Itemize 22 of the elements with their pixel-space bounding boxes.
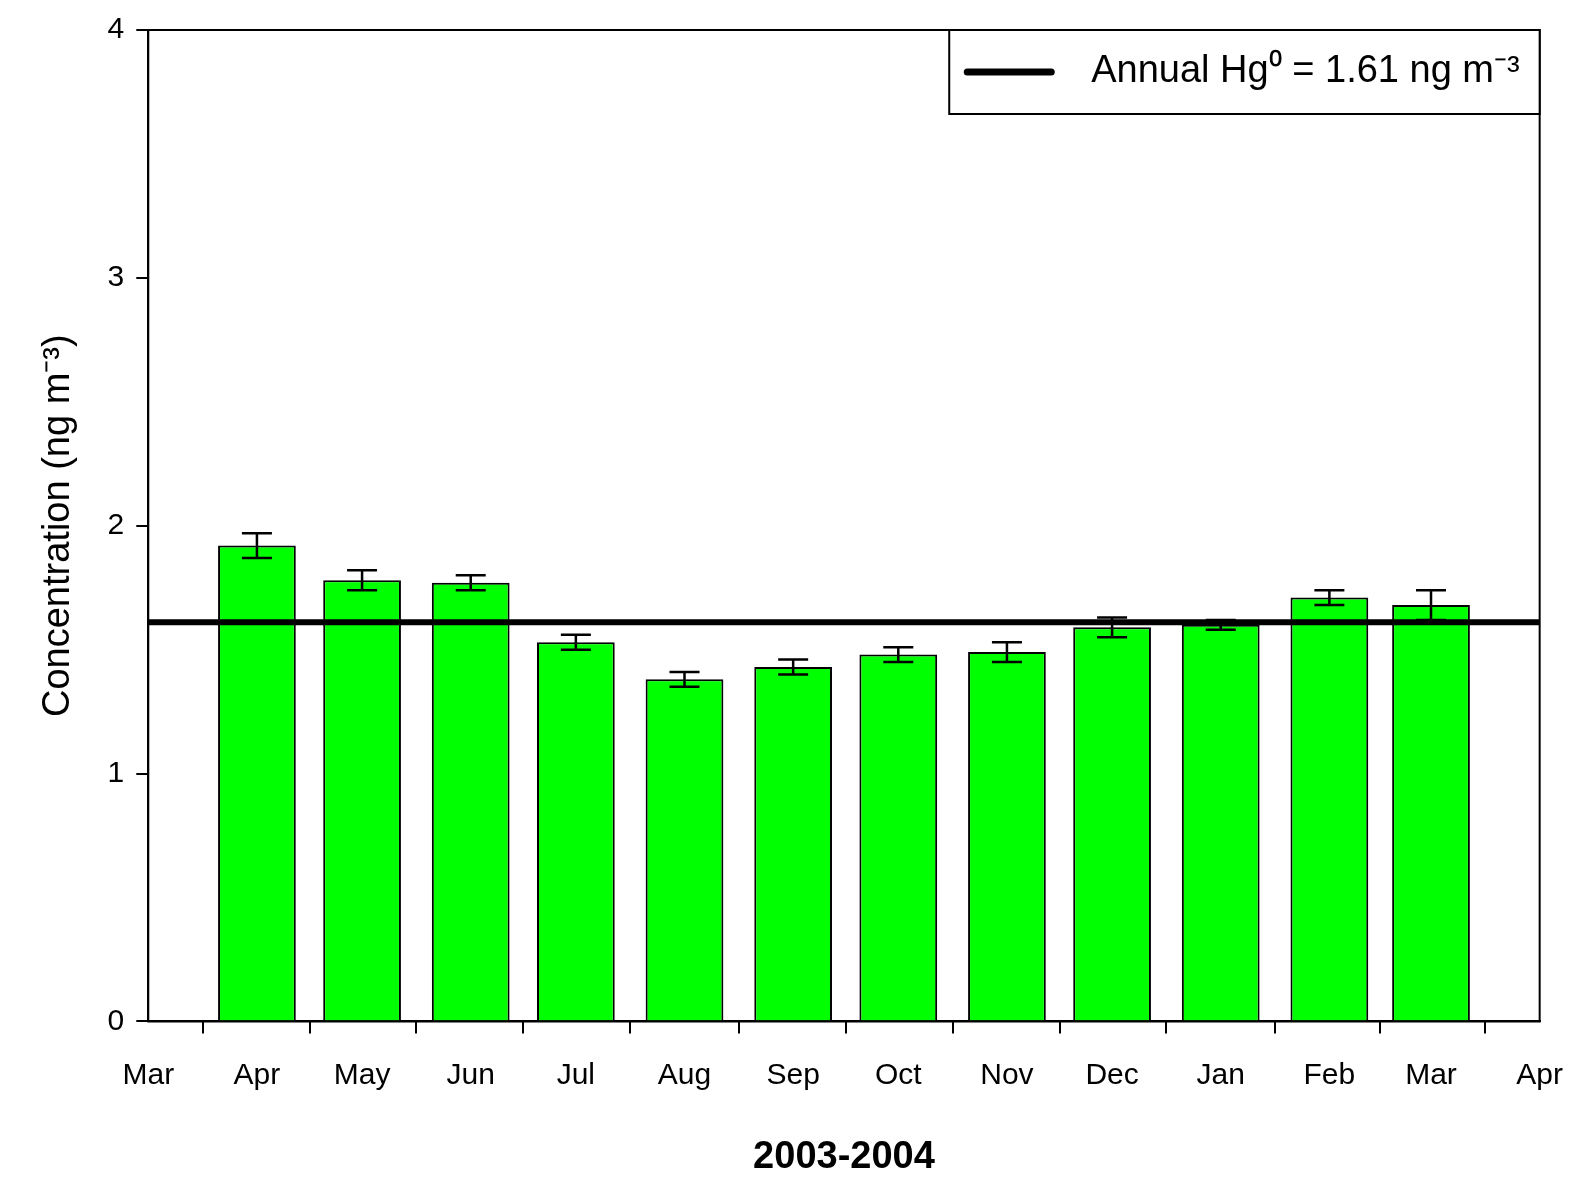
- x-tick-label: Apr: [1516, 1056, 1564, 1090]
- y-tick-label: 4: [107, 11, 125, 45]
- x-tick-label: Mar: [122, 1056, 175, 1090]
- x-tick-label: Sep: [766, 1056, 820, 1090]
- x-axis-title: 2003-2004: [753, 1133, 935, 1176]
- x-tick-label: Dec: [1085, 1056, 1139, 1090]
- x-tick-label: May: [333, 1056, 391, 1090]
- y-tick-label: 2: [107, 506, 125, 540]
- x-tick-label: Mar: [1405, 1056, 1457, 1090]
- x-tick-label: Jul: [556, 1056, 596, 1090]
- legend-label: Annual Hg⁰ = 1.61 ng m⁻³: [1091, 48, 1520, 91]
- y-axis-title: Concentration (ng m⁻³): [35, 334, 78, 717]
- y-tick-label: 3: [107, 259, 125, 293]
- x-tick-label: Jan: [1196, 1056, 1245, 1090]
- x-tick-label: Apr: [233, 1056, 281, 1090]
- y-tick-label: 1: [107, 754, 125, 788]
- y-tick-label: 0: [107, 1002, 125, 1036]
- x-tick-label: Jun: [446, 1056, 495, 1090]
- x-tick-label: Oct: [874, 1056, 923, 1090]
- x-tick-label: Aug: [657, 1056, 712, 1090]
- x-tick-label: Nov: [980, 1056, 1034, 1090]
- x-tick-label: Feb: [1303, 1056, 1356, 1090]
